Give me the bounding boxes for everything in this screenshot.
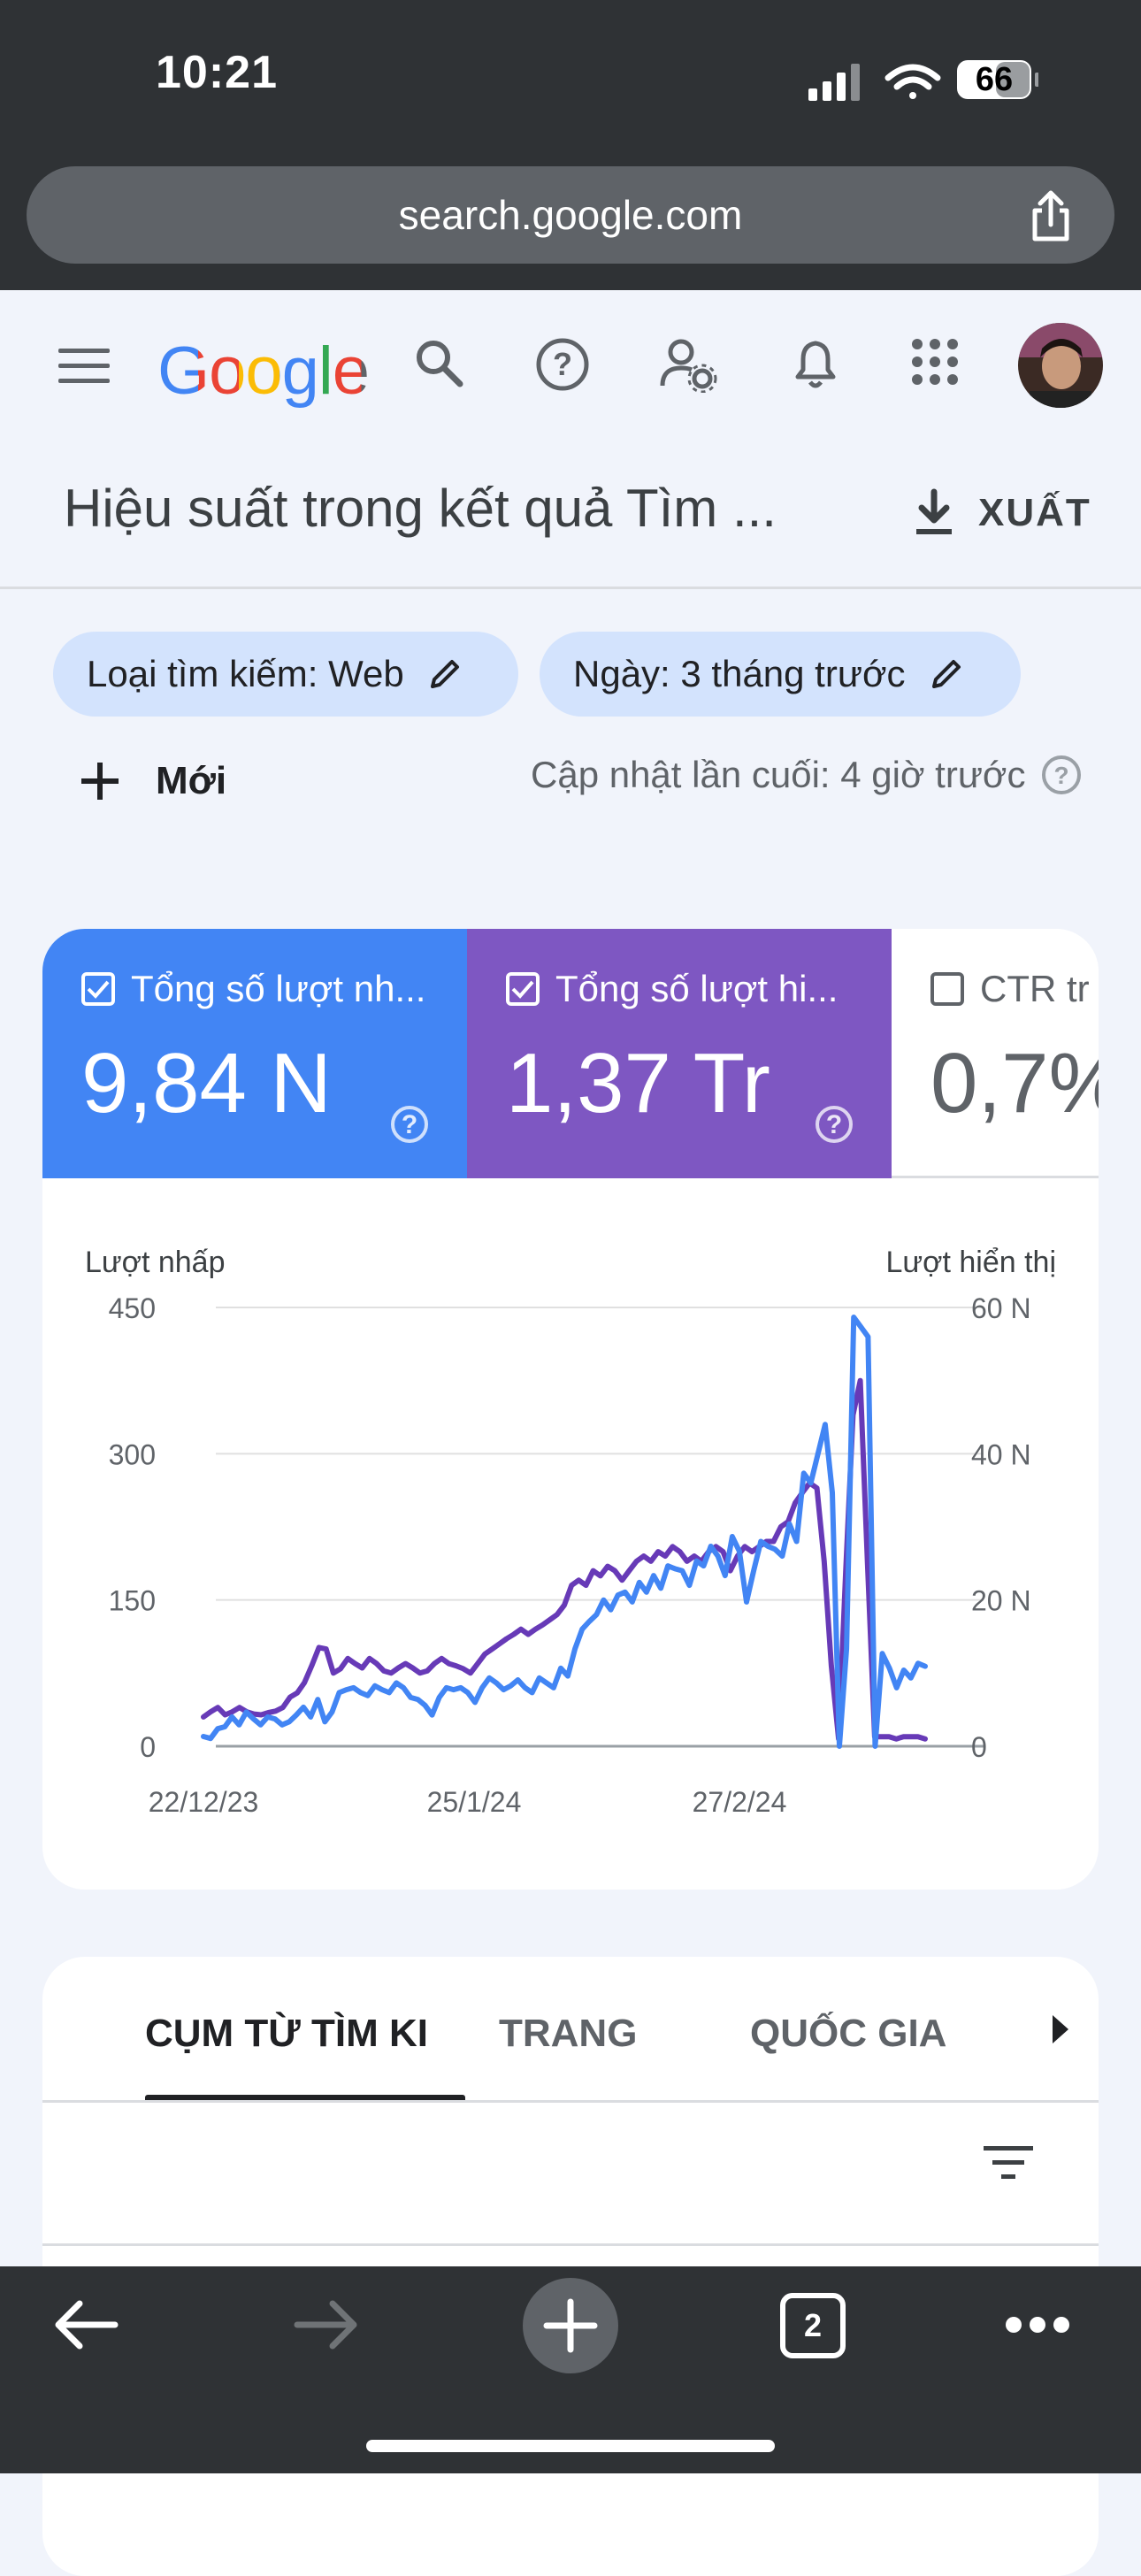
y-right-tick-label: 20 N bbox=[971, 1585, 1031, 1617]
url-bar[interactable]: search.google.com bbox=[27, 166, 1114, 264]
y-left-ticks: 450 300 150 0 bbox=[109, 1292, 156, 1763]
more-options-icon[interactable] bbox=[1005, 2314, 1070, 2335]
new-tab-button[interactable] bbox=[522, 2277, 619, 2374]
header-divider bbox=[0, 586, 1141, 589]
notifications-bell-icon[interactable] bbox=[789, 334, 842, 393]
x-tick-label: 22/12/23 bbox=[149, 1786, 259, 1818]
y-right-tick-label: 60 N bbox=[971, 1292, 1031, 1324]
active-tab-indicator bbox=[145, 2095, 465, 2100]
checkbox-unchecked-icon[interactable] bbox=[930, 972, 964, 1006]
performance-card: Tổng số lượt nh... 9,84 N ? Tổng số lượt… bbox=[42, 929, 1099, 1890]
y-right-ticks: 60 N 40 N 20 N 0 bbox=[971, 1292, 1031, 1763]
status-time: 10:21 bbox=[156, 47, 278, 98]
metric-label: CTR tr bbox=[980, 968, 1090, 1009]
page-title: Hiệu suất trong kết quả Tìm ... bbox=[64, 479, 777, 538]
new-filter-label: Mới bbox=[156, 759, 227, 802]
status-icons bbox=[808, 60, 1038, 101]
y-left-axis-label: Lượt nhấp bbox=[85, 1246, 226, 1279]
tabs-divider bbox=[42, 2100, 1099, 2103]
y-right-axis-label: Lượt hiển thị bbox=[886, 1246, 1057, 1279]
back-arrow-icon[interactable] bbox=[51, 2296, 119, 2353]
metric-value: 1,37 Tr bbox=[506, 1036, 770, 1131]
cellular-signal-icon bbox=[808, 64, 860, 101]
new-filter-button[interactable]: Mới bbox=[80, 750, 226, 812]
help-icon[interactable]: ? bbox=[391, 1106, 428, 1143]
search-type-chip[interactable]: Loại tìm kiếm: Web bbox=[53, 632, 518, 717]
export-label: XUẤT bbox=[978, 491, 1091, 534]
last-updated-text: Cập nhật lần cuối: 4 giờ trước bbox=[531, 754, 1026, 795]
chart-series bbox=[201, 1315, 928, 1749]
search-icon[interactable] bbox=[412, 336, 465, 389]
y-left-tick-label: 300 bbox=[109, 1438, 156, 1470]
avatar[interactable] bbox=[1017, 322, 1104, 409]
url-text: search.google.com bbox=[398, 192, 743, 238]
tab-pages[interactable]: TRANG bbox=[499, 2012, 638, 2055]
hamburger-menu-icon[interactable] bbox=[58, 347, 111, 386]
impressions-series-line bbox=[201, 1377, 928, 1742]
chart-grid bbox=[216, 1307, 984, 1748]
metric-ctr[interactable]: CTR tr 0,7% bbox=[892, 929, 1099, 1178]
help-icon[interactable]: ? bbox=[816, 1106, 853, 1143]
download-icon bbox=[916, 488, 952, 534]
x-tick-label: 25/1/24 bbox=[427, 1786, 522, 1818]
checkbox-checked-icon[interactable] bbox=[81, 972, 115, 1006]
y-left-tick-label: 0 bbox=[140, 1731, 156, 1763]
manage-accounts-icon[interactable] bbox=[660, 336, 718, 393]
svg-text:?: ? bbox=[1054, 762, 1069, 789]
date-range-chip-label: Ngày: 3 tháng trước bbox=[573, 653, 906, 694]
clicks-series-line bbox=[201, 1315, 928, 1749]
y-right-tick-label: 0 bbox=[971, 1731, 987, 1763]
table-header-divider bbox=[42, 2243, 1099, 2246]
plus-icon bbox=[543, 2298, 598, 2353]
edit-pencil-icon bbox=[430, 660, 459, 688]
metric-value: 0,7% bbox=[930, 1036, 1099, 1131]
performance-chart: Lượt nhấp Lượt hiển thị 450 300 150 0 60 N 4… bbox=[85, 1246, 1057, 1818]
metric-total-impressions[interactable]: Tổng số lượt hi... 1,37 Tr ? bbox=[467, 929, 892, 1178]
tab-queries[interactable]: CỤM TỪ TÌM KI bbox=[145, 2012, 429, 2055]
date-range-chip[interactable]: Ngày: 3 tháng trước bbox=[540, 632, 1021, 717]
export-button[interactable]: XUẤT bbox=[911, 478, 1091, 548]
filter-list-icon[interactable] bbox=[984, 2143, 1033, 2181]
apps-grid-icon[interactable] bbox=[911, 338, 959, 386]
last-updated: Cập nhật lần cuối: 4 giờ trước ? bbox=[531, 754, 1082, 796]
x-ticks: 22/12/23 25/1/24 27/2/24 bbox=[149, 1786, 787, 1818]
forward-arrow-icon[interactable] bbox=[294, 2296, 361, 2353]
chevron-right-icon[interactable] bbox=[1051, 2012, 1070, 2047]
y-left-tick-label: 450 bbox=[109, 1292, 156, 1324]
help-icon[interactable]: ? bbox=[534, 336, 591, 393]
help-icon[interactable]: ? bbox=[1041, 755, 1082, 795]
battery-percent: 66 bbox=[975, 61, 1014, 98]
metric-total-clicks[interactable]: Tổng số lượt nh... 9,84 N ? bbox=[42, 929, 467, 1178]
edit-pencil-icon bbox=[931, 660, 961, 688]
home-indicator bbox=[366, 2440, 775, 2452]
search-type-chip-label: Loại tìm kiếm: Web bbox=[87, 653, 404, 694]
checkbox-checked-icon[interactable] bbox=[506, 972, 540, 1006]
svg-text:?: ? bbox=[553, 346, 572, 382]
wifi-icon bbox=[884, 64, 941, 99]
tab-switcher-button[interactable]: 2 bbox=[780, 2293, 846, 2358]
battery-icon bbox=[957, 60, 1038, 99]
y-right-tick-label: 40 N bbox=[971, 1438, 1031, 1470]
share-icon[interactable] bbox=[1022, 188, 1079, 244]
metric-label: Tổng số lượt nh... bbox=[131, 968, 426, 1009]
metric-value: 9,84 N bbox=[81, 1036, 332, 1131]
tab-countries[interactable]: QUỐC GIA bbox=[750, 2012, 947, 2055]
x-tick-label: 27/2/24 bbox=[693, 1786, 787, 1818]
plus-icon bbox=[81, 763, 119, 800]
google-logo[interactable]: Google S bbox=[157, 331, 384, 412]
y-left-tick-label: 150 bbox=[109, 1585, 156, 1617]
metric-label: Tổng số lượt hi... bbox=[555, 968, 839, 1009]
